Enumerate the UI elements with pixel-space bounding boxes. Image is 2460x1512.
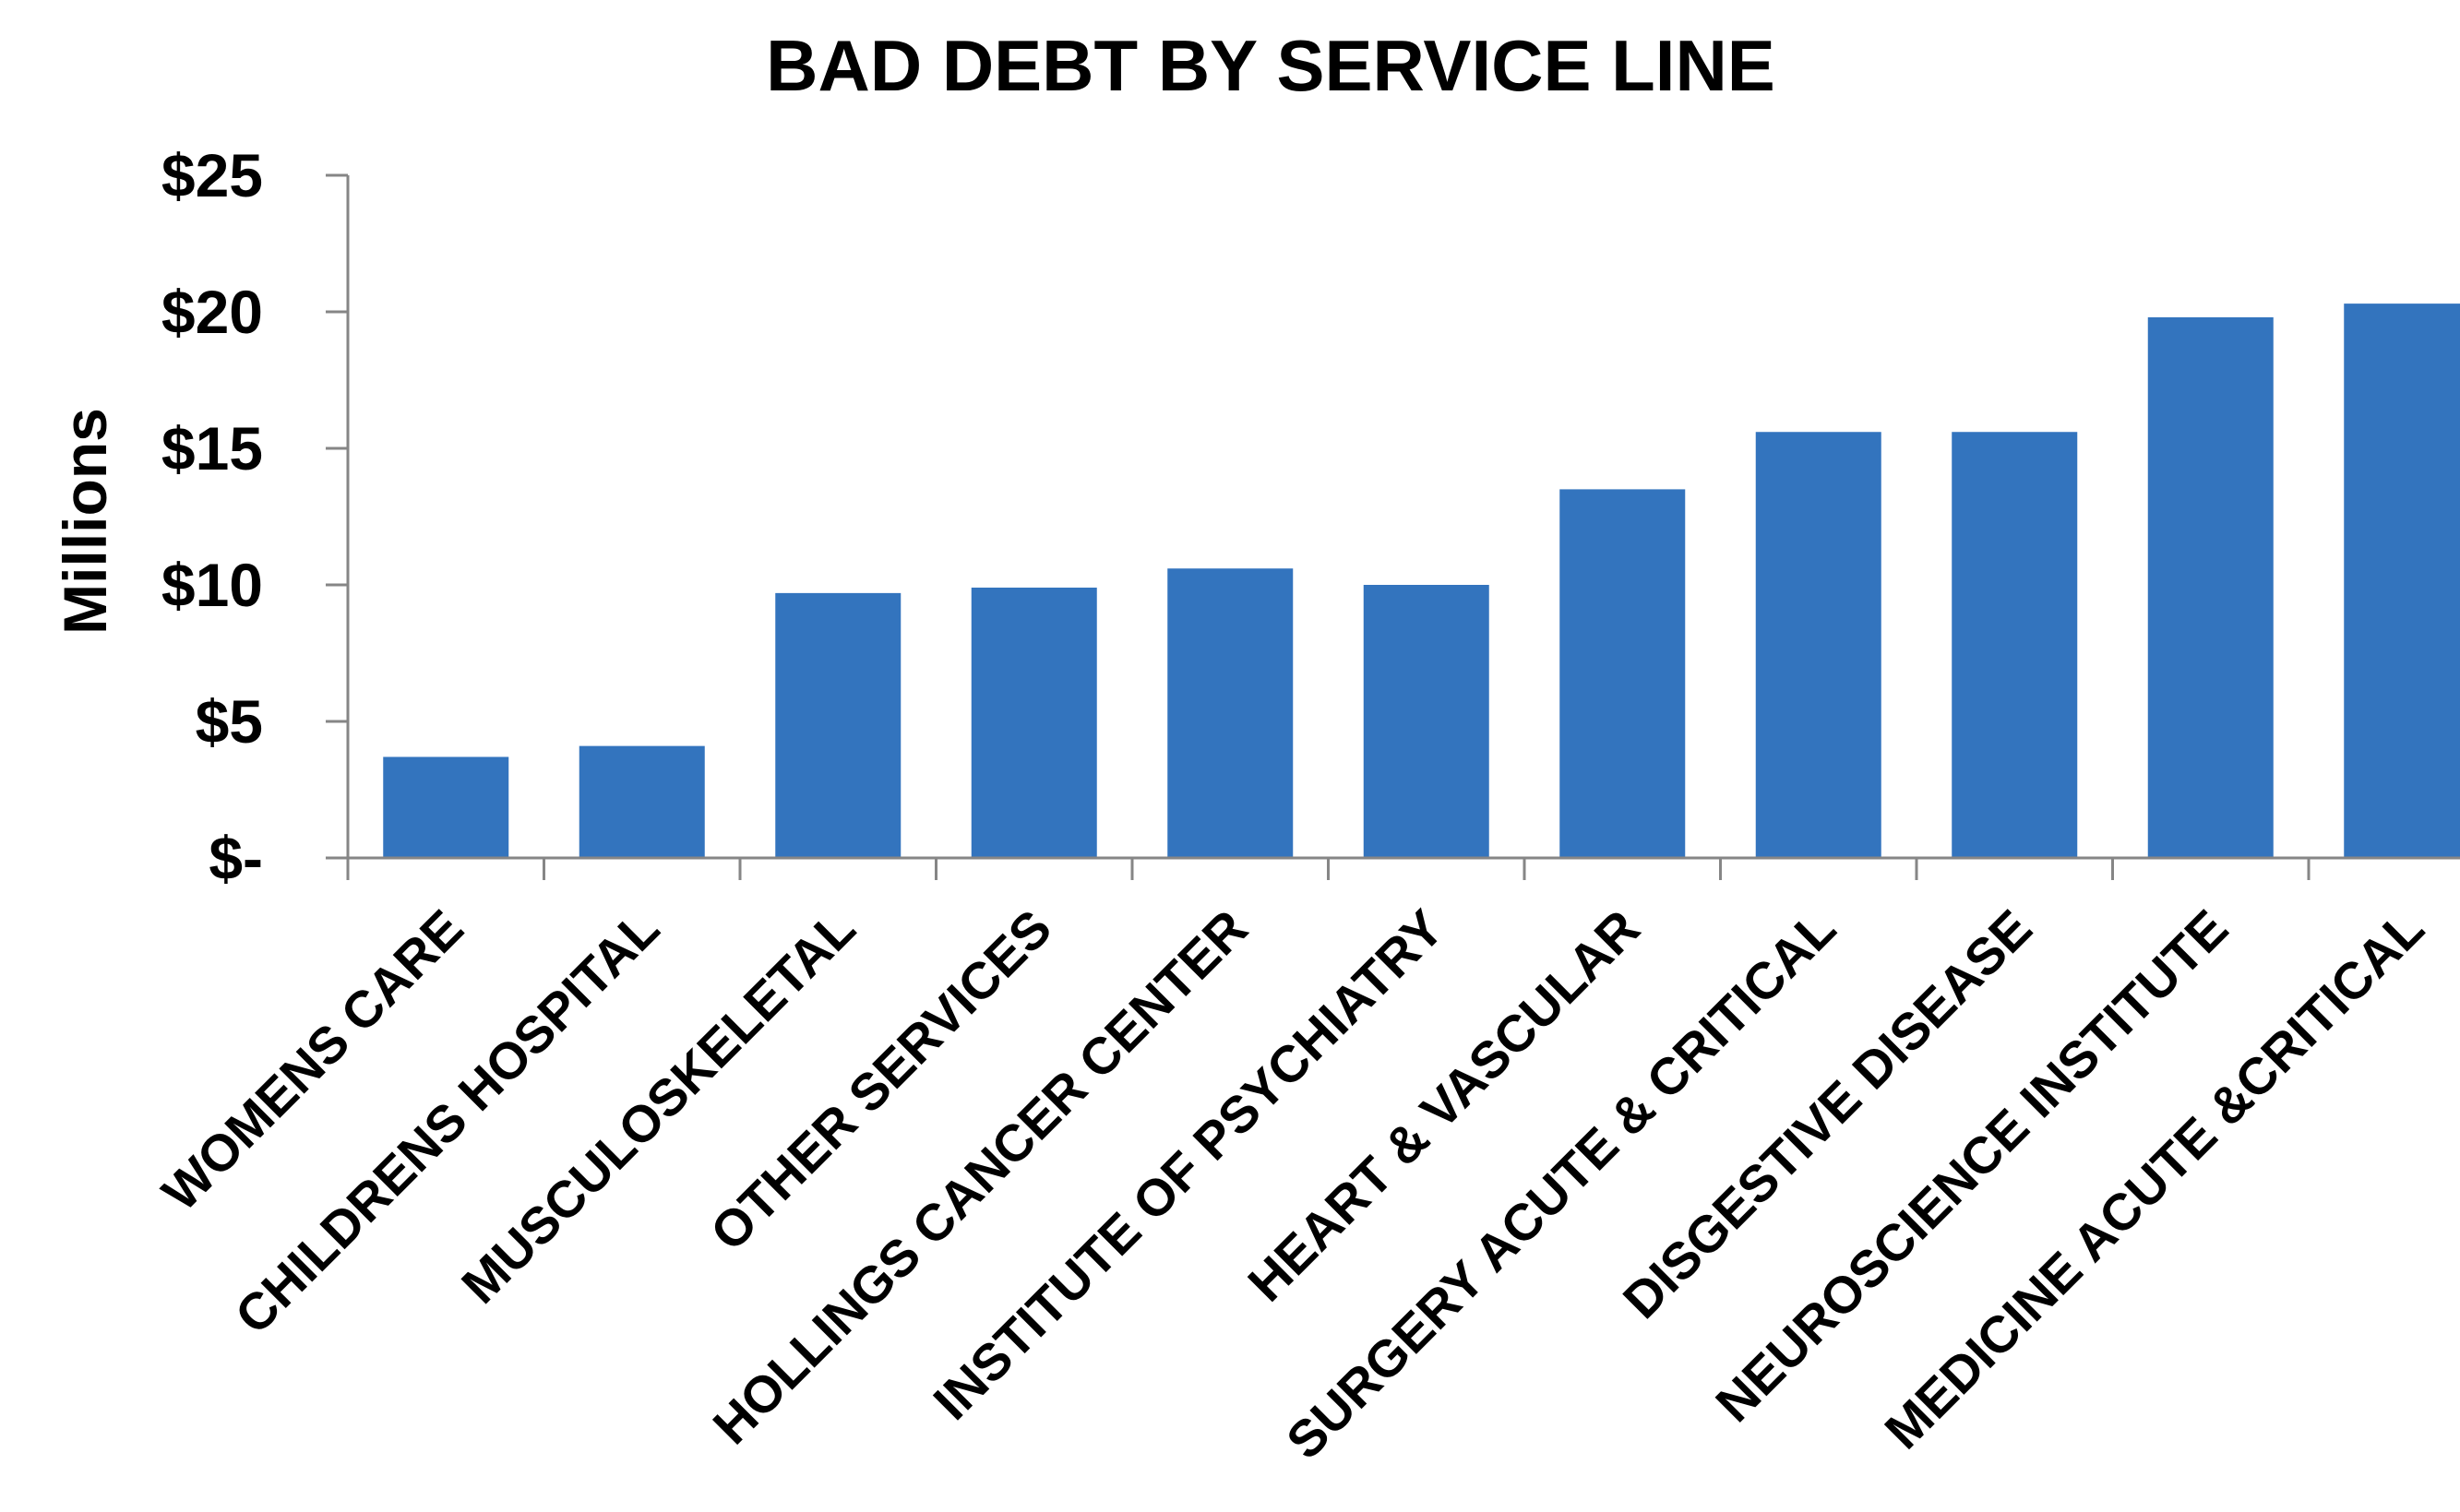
y-tick-label: $25 xyxy=(161,141,263,209)
bar xyxy=(1952,432,2078,858)
y-tick-label: $15 xyxy=(161,414,263,482)
axes-layer xyxy=(326,173,2460,880)
bar xyxy=(1559,489,1686,858)
bar xyxy=(383,756,509,858)
x-tick-label: DISGESTIVE DISEASE xyxy=(1612,899,2043,1329)
bar xyxy=(1755,432,1881,858)
y-axis-label: Millions xyxy=(51,408,119,635)
bar xyxy=(775,592,902,858)
bar xyxy=(2147,316,2274,858)
bar xyxy=(971,587,1097,858)
bar xyxy=(579,745,705,858)
y-tick-label: $10 xyxy=(161,551,263,619)
y-tick-label: $- xyxy=(209,824,263,892)
bar xyxy=(1363,585,1489,858)
x-tick-label: OTHER SERVICES xyxy=(699,899,1063,1262)
bar xyxy=(1167,568,1294,858)
x-tick-label: MUSCULOSKELETAL xyxy=(450,899,866,1315)
x-tick-label: HEART & VASCULAR xyxy=(1236,899,1651,1313)
y-tick-label: $20 xyxy=(161,278,263,346)
bars-layer xyxy=(383,304,2460,858)
chart-title: BAD DEBT BY SERVICE LINE xyxy=(766,25,1775,106)
bar xyxy=(2344,304,2460,858)
y-tick-label: $5 xyxy=(196,687,263,756)
